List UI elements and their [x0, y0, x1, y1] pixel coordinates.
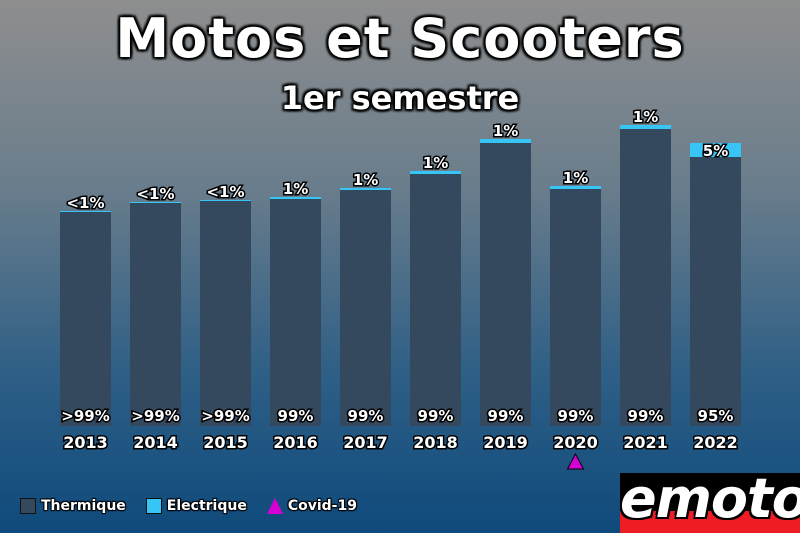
label-thermique-2015: >99% — [201, 407, 249, 425]
label-thermique-2018: 99% — [418, 407, 454, 425]
bar-thermique-2021 — [620, 129, 671, 426]
label-thermique-2022: 95% — [698, 407, 734, 425]
annotation-triangle-2020 — [566, 452, 585, 470]
label-thermique-2021: 99% — [628, 407, 664, 425]
bar-electrique-2019 — [480, 139, 531, 143]
bar-electrique-2015 — [200, 200, 251, 201]
bar-electrique-2014 — [130, 202, 181, 203]
label-thermique-2016: 99% — [278, 407, 314, 425]
label-electrique-2018: 1% — [423, 154, 448, 172]
x-tick-2014: 2014 — [133, 433, 178, 452]
x-tick-2018: 2018 — [413, 433, 458, 452]
bar-electrique-2022 — [690, 143, 741, 157]
label-thermique-2020: 99% — [558, 407, 594, 425]
bar-electrique-2021 — [620, 125, 671, 129]
bar-thermique-2013 — [60, 212, 111, 426]
bar-thermique-2022 — [690, 157, 741, 426]
legend: Thermique Electrique Covid-19 — [20, 495, 367, 517]
x-tick-2019: 2019 — [483, 433, 528, 452]
bar-electrique-2016 — [270, 197, 321, 199]
legend-item-electrique: Electrique — [145, 498, 247, 514]
bar-electrique-2020 — [550, 186, 601, 189]
bar-thermique-2017 — [340, 190, 391, 426]
label-electrique-2021: 1% — [633, 108, 658, 126]
x-tick-2020: 2020 — [553, 433, 598, 452]
bar-thermique-2019 — [480, 143, 531, 426]
x-tick-2021: 2021 — [623, 433, 668, 452]
label-electrique-2022: 5% — [703, 142, 728, 160]
bar-thermique-2014 — [130, 203, 181, 426]
label-electrique-2015: <1% — [206, 183, 244, 201]
bar-electrique-2018 — [410, 171, 461, 174]
logo-red-band — [620, 511, 800, 533]
chart-title: Motos et Scooters — [115, 7, 685, 70]
legend-triangle-icon — [266, 498, 283, 514]
bar-thermique-2015 — [200, 201, 251, 426]
x-tick-2017: 2017 — [343, 433, 388, 452]
label-thermique-2014: >99% — [131, 407, 179, 425]
label-thermique-2013: >99% — [61, 407, 109, 425]
logo-text: emoto — [620, 473, 800, 530]
label-thermique-2017: 99% — [348, 407, 384, 425]
label-electrique-2020: 1% — [563, 169, 588, 187]
legend-item-covid: Covid-19 — [266, 498, 357, 514]
x-tick-2016: 2016 — [273, 433, 318, 452]
bar-thermique-2016 — [270, 199, 321, 426]
legend-swatch-thermique — [20, 498, 36, 514]
x-tick-2015: 2015 — [203, 433, 248, 452]
label-electrique-2014: <1% — [136, 185, 174, 203]
legend-item-thermique: Thermique — [20, 498, 126, 514]
label-thermique-2019: 99% — [488, 407, 524, 425]
legend-swatch-electrique — [145, 498, 162, 514]
legend-label-electrique: Electrique — [166, 498, 247, 514]
x-tick-2022: 2022 — [693, 433, 738, 452]
bar-thermique-2020 — [550, 189, 601, 426]
legend-label-covid: Covid-19 — [287, 498, 357, 514]
emoto-logo: emoto — [620, 473, 800, 533]
chart-subtitle: 1er semestre — [280, 79, 520, 117]
label-electrique-2016: 1% — [283, 180, 308, 198]
label-electrique-2013: <1% — [66, 194, 104, 212]
bar-electrique-2013 — [60, 211, 111, 212]
bar-electrique-2017 — [340, 188, 391, 190]
label-electrique-2017: 1% — [353, 171, 378, 189]
label-electrique-2019: 1% — [493, 122, 518, 140]
legend-label-thermique: Thermique — [41, 498, 126, 514]
bar-thermique-2018 — [410, 174, 461, 426]
x-tick-2013: 2013 — [63, 433, 108, 452]
